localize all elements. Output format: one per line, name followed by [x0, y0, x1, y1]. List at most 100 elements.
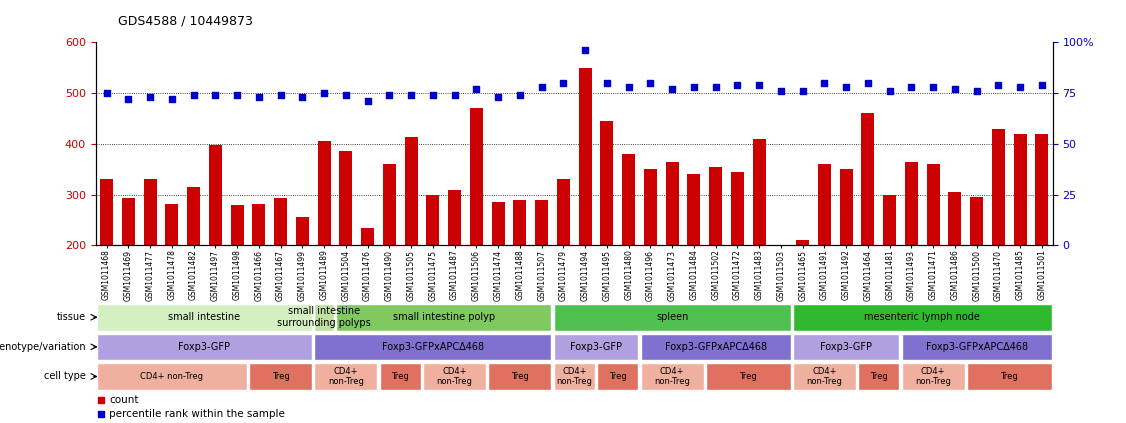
Point [1011, 84, 1029, 91]
Point [642, 80, 660, 86]
Bar [557, 179, 570, 245]
Bar [492, 202, 504, 245]
Point [92, 396, 110, 403]
FancyBboxPatch shape [423, 363, 486, 390]
Bar [144, 179, 157, 245]
Text: Treg: Treg [271, 372, 289, 381]
FancyBboxPatch shape [902, 334, 1052, 360]
Bar [361, 228, 374, 245]
Text: genotype/variation: genotype/variation [0, 342, 87, 352]
Point [533, 84, 551, 91]
Point [619, 84, 637, 91]
FancyBboxPatch shape [97, 363, 247, 390]
Point [554, 80, 572, 86]
Point [902, 84, 920, 91]
Point [924, 84, 942, 91]
Text: CD4+
non-Treg: CD4+ non-Treg [654, 367, 690, 386]
Point [967, 88, 985, 94]
Bar [1013, 134, 1027, 245]
Text: count: count [109, 395, 138, 405]
FancyBboxPatch shape [967, 363, 1052, 390]
Bar [404, 137, 418, 245]
FancyBboxPatch shape [641, 334, 790, 360]
Bar [752, 139, 766, 245]
Point [185, 92, 203, 99]
FancyBboxPatch shape [641, 363, 704, 390]
FancyBboxPatch shape [706, 363, 790, 390]
Point [358, 98, 376, 104]
Bar [166, 204, 178, 245]
Text: GDS4588 / 10449873: GDS4588 / 10449873 [118, 14, 253, 27]
Point [511, 92, 529, 99]
FancyBboxPatch shape [97, 304, 312, 331]
Text: CD4+ non-Treg: CD4+ non-Treg [141, 372, 204, 381]
Point [707, 84, 725, 91]
FancyBboxPatch shape [793, 304, 1052, 331]
Text: small intestine polyp: small intestine polyp [393, 312, 494, 322]
FancyBboxPatch shape [314, 363, 377, 390]
Text: CD4+
non-Treg: CD4+ non-Treg [328, 367, 364, 386]
Bar [208, 145, 222, 245]
Text: Foxp3-GFPxAPCΔ468: Foxp3-GFPxAPCΔ468 [664, 342, 767, 352]
Point [577, 47, 595, 54]
Bar [296, 217, 309, 245]
FancyBboxPatch shape [379, 363, 421, 390]
Bar [665, 162, 679, 245]
Point [859, 80, 877, 86]
Point [337, 92, 355, 99]
Text: Treg: Treg [740, 372, 757, 381]
Bar [339, 151, 352, 245]
FancyBboxPatch shape [554, 363, 595, 390]
Point [294, 94, 312, 101]
Text: CD4+
non-Treg: CD4+ non-Treg [437, 367, 473, 386]
Point [685, 84, 703, 91]
Bar [644, 169, 656, 245]
Bar [817, 164, 831, 245]
Point [250, 94, 268, 101]
Text: Treg: Treg [392, 372, 409, 381]
Bar [709, 167, 722, 245]
Text: percentile rank within the sample: percentile rank within the sample [109, 409, 285, 419]
Point [815, 80, 833, 86]
FancyBboxPatch shape [97, 334, 312, 360]
Text: small intestine
surrounding polyps: small intestine surrounding polyps [277, 306, 370, 328]
Text: Foxp3-GFP: Foxp3-GFP [179, 342, 231, 352]
Bar [731, 172, 744, 245]
Text: Treg: Treg [511, 372, 529, 381]
Bar [535, 200, 548, 245]
Text: Foxp3-GFPxAPCΔ468: Foxp3-GFPxAPCΔ468 [382, 342, 484, 352]
Point [98, 90, 116, 96]
Bar [448, 190, 462, 245]
Point [598, 80, 616, 86]
Text: Foxp3-GFP: Foxp3-GFP [820, 342, 873, 352]
FancyBboxPatch shape [597, 363, 638, 390]
Point [141, 94, 159, 101]
Point [990, 82, 1008, 88]
Bar [513, 200, 527, 245]
Point [467, 85, 485, 92]
Point [729, 82, 747, 88]
Text: Foxp3-GFPxAPCΔ468: Foxp3-GFPxAPCΔ468 [926, 342, 1028, 352]
Bar [470, 108, 483, 245]
Text: Foxp3-GFP: Foxp3-GFP [570, 342, 622, 352]
Point [315, 90, 333, 96]
Bar [187, 187, 200, 245]
Bar [623, 154, 635, 245]
Bar [252, 204, 266, 245]
FancyBboxPatch shape [793, 363, 856, 390]
Bar [883, 195, 896, 245]
Point [229, 92, 247, 99]
Point [1033, 82, 1051, 88]
Text: CD4+
non-Treg: CD4+ non-Treg [806, 367, 842, 386]
Bar [992, 129, 1006, 245]
Text: cell type: cell type [44, 371, 87, 382]
Bar [100, 179, 113, 245]
Text: small intestine: small intestine [169, 312, 241, 322]
FancyBboxPatch shape [554, 304, 790, 331]
Point [163, 96, 181, 102]
Text: Treg: Treg [609, 372, 627, 381]
Bar [427, 195, 439, 245]
Point [423, 92, 441, 99]
Bar [231, 205, 243, 245]
FancyBboxPatch shape [314, 304, 334, 331]
